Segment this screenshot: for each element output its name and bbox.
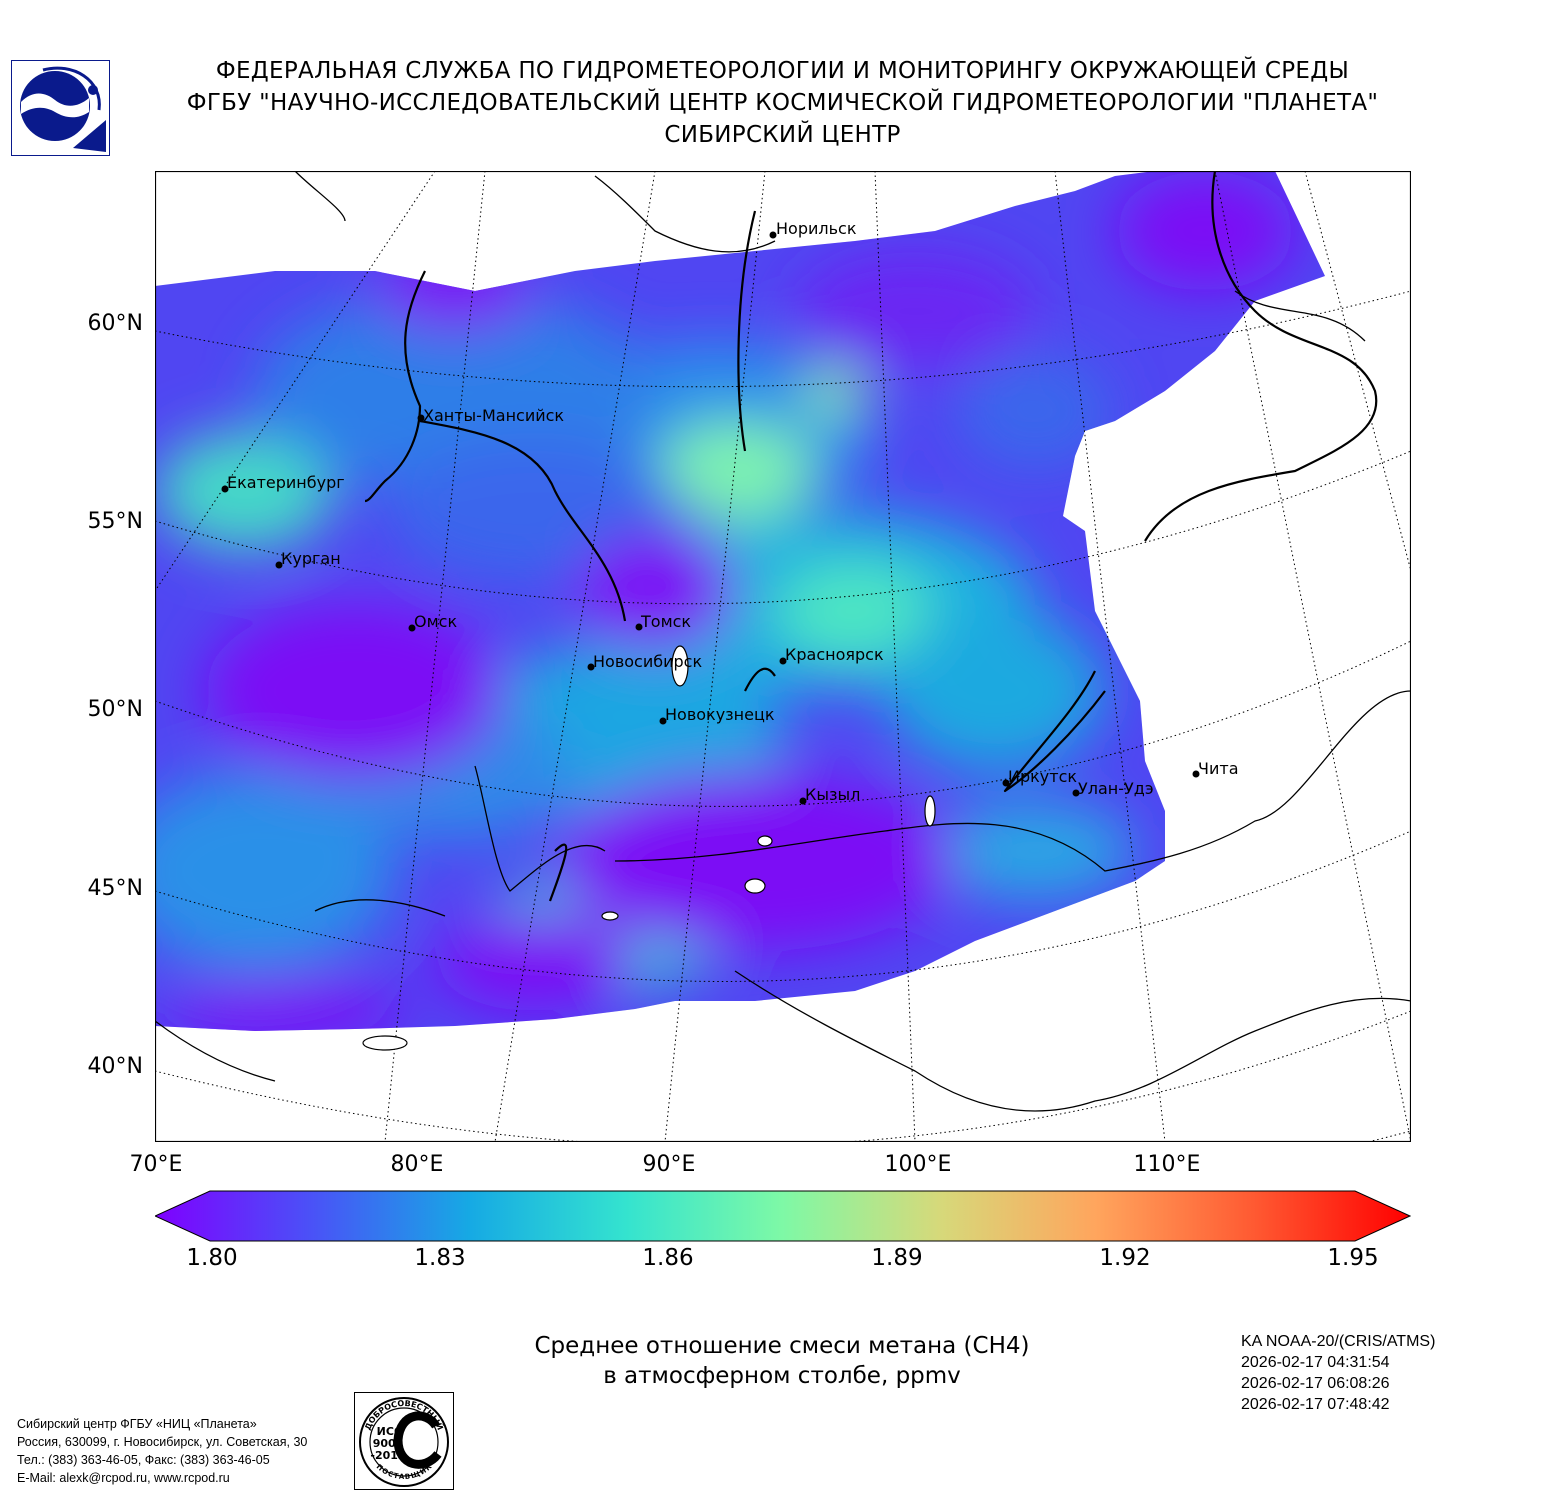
footer-phone: Тел.: (383) 363-46-05, Факс: (383) 363-4… (17, 1453, 270, 1467)
city-yekaterinburg: Екатеринбург (227, 473, 345, 492)
lat-label-60: 60°N (87, 311, 143, 336)
city-novosibirsk: Новосибирск (593, 652, 702, 671)
lon-label-100: 100°E (884, 1152, 952, 1177)
header-center: СИБИРСКИЙ ЦЕНТР (664, 122, 901, 148)
map-caption-units: в атмосферном столбе, ppmv (603, 1363, 961, 1389)
city-tomsk: Томск (640, 612, 691, 631)
header-institute: ФГБУ "НАУЧНО-ИССЛЕДОВАТЕЛЬСКИЙ ЦЕНТР КОС… (186, 90, 1379, 116)
methane-map: Норильск Ханты-Мансийск Екатеринбург Кур… (155, 171, 1411, 1142)
satellite-name: KA NOAA-20/(CRIS/ATMS) (1241, 1333, 1436, 1350)
pass-time-2: 2026-02-17 06:08:26 (1241, 1375, 1390, 1392)
lon-label-80: 80°E (390, 1152, 444, 1177)
lat-label-55: 55°N (87, 509, 143, 534)
map-caption-title: Среднее отношение смеси метана (CH4) (534, 1333, 1030, 1359)
iso-badge-line1: ИСО (377, 1425, 404, 1438)
colorbar (155, 1190, 1411, 1242)
city-kyzyl: Кызыл (805, 785, 860, 804)
city-chita: Чита (1198, 759, 1239, 778)
city-ulan-ude: Улан-Удэ (1078, 779, 1154, 798)
city-norilsk: Норильск (776, 219, 857, 238)
lat-label-50: 50°N (87, 697, 143, 722)
colorbar-tick-5: 1.92 (1099, 1245, 1151, 1271)
iso-badge-line2: 9001 (373, 1437, 404, 1450)
colorbar-tick-3: 1.86 (642, 1245, 694, 1271)
city-omsk: Омск (414, 612, 457, 631)
lon-label-70: 70°E (129, 1152, 183, 1177)
iso-badge-line3: -2015 (370, 1449, 405, 1462)
pass-time-1: 2026-02-17 04:31:54 (1241, 1354, 1390, 1371)
colorbar-tick-2: 1.83 (414, 1245, 466, 1271)
lat-label-40: 40°N (87, 1054, 143, 1079)
roshydromet-logo (11, 60, 110, 156)
pass-time-3: 2026-02-17 07:48:42 (1241, 1396, 1390, 1413)
footer-email: E-Mail: alexk@rcpod.ru, www.rcpod.ru (17, 1471, 230, 1485)
lat-label-45: 45°N (87, 876, 143, 901)
city-krasnoyarsk: Красноярск (785, 645, 884, 664)
city-irkutsk: Иркутск (1008, 767, 1077, 786)
colorbar-tick-1: 1.80 (186, 1245, 238, 1271)
iso-9001-badge: ДОБРОСОВЕСТНЫЙ ПОСТАВЩИК ИСО 9001 -2015 (354, 1392, 454, 1490)
colorbar-tick-4: 1.89 (871, 1245, 923, 1271)
city-khanty-mansiysk: Ханты-Мансийск (423, 406, 564, 425)
header-agency: ФЕДЕРАЛЬНАЯ СЛУЖБА ПО ГИДРОМЕТЕОРОЛОГИИ … (215, 58, 1350, 84)
lon-label-90: 90°E (642, 1152, 696, 1177)
lon-label-110: 110°E (1133, 1152, 1201, 1177)
colorbar-tick-6: 1.95 (1327, 1245, 1379, 1271)
city-kurgan: Курган (281, 549, 341, 568)
footer-org: Сибирский центр ФГБУ «НИЦ «Планета» (17, 1417, 257, 1431)
footer-address: Россия, 630099, г. Новосибирск, ул. Сове… (17, 1435, 308, 1449)
city-novokuznetsk: Новокузнецк (665, 705, 775, 724)
